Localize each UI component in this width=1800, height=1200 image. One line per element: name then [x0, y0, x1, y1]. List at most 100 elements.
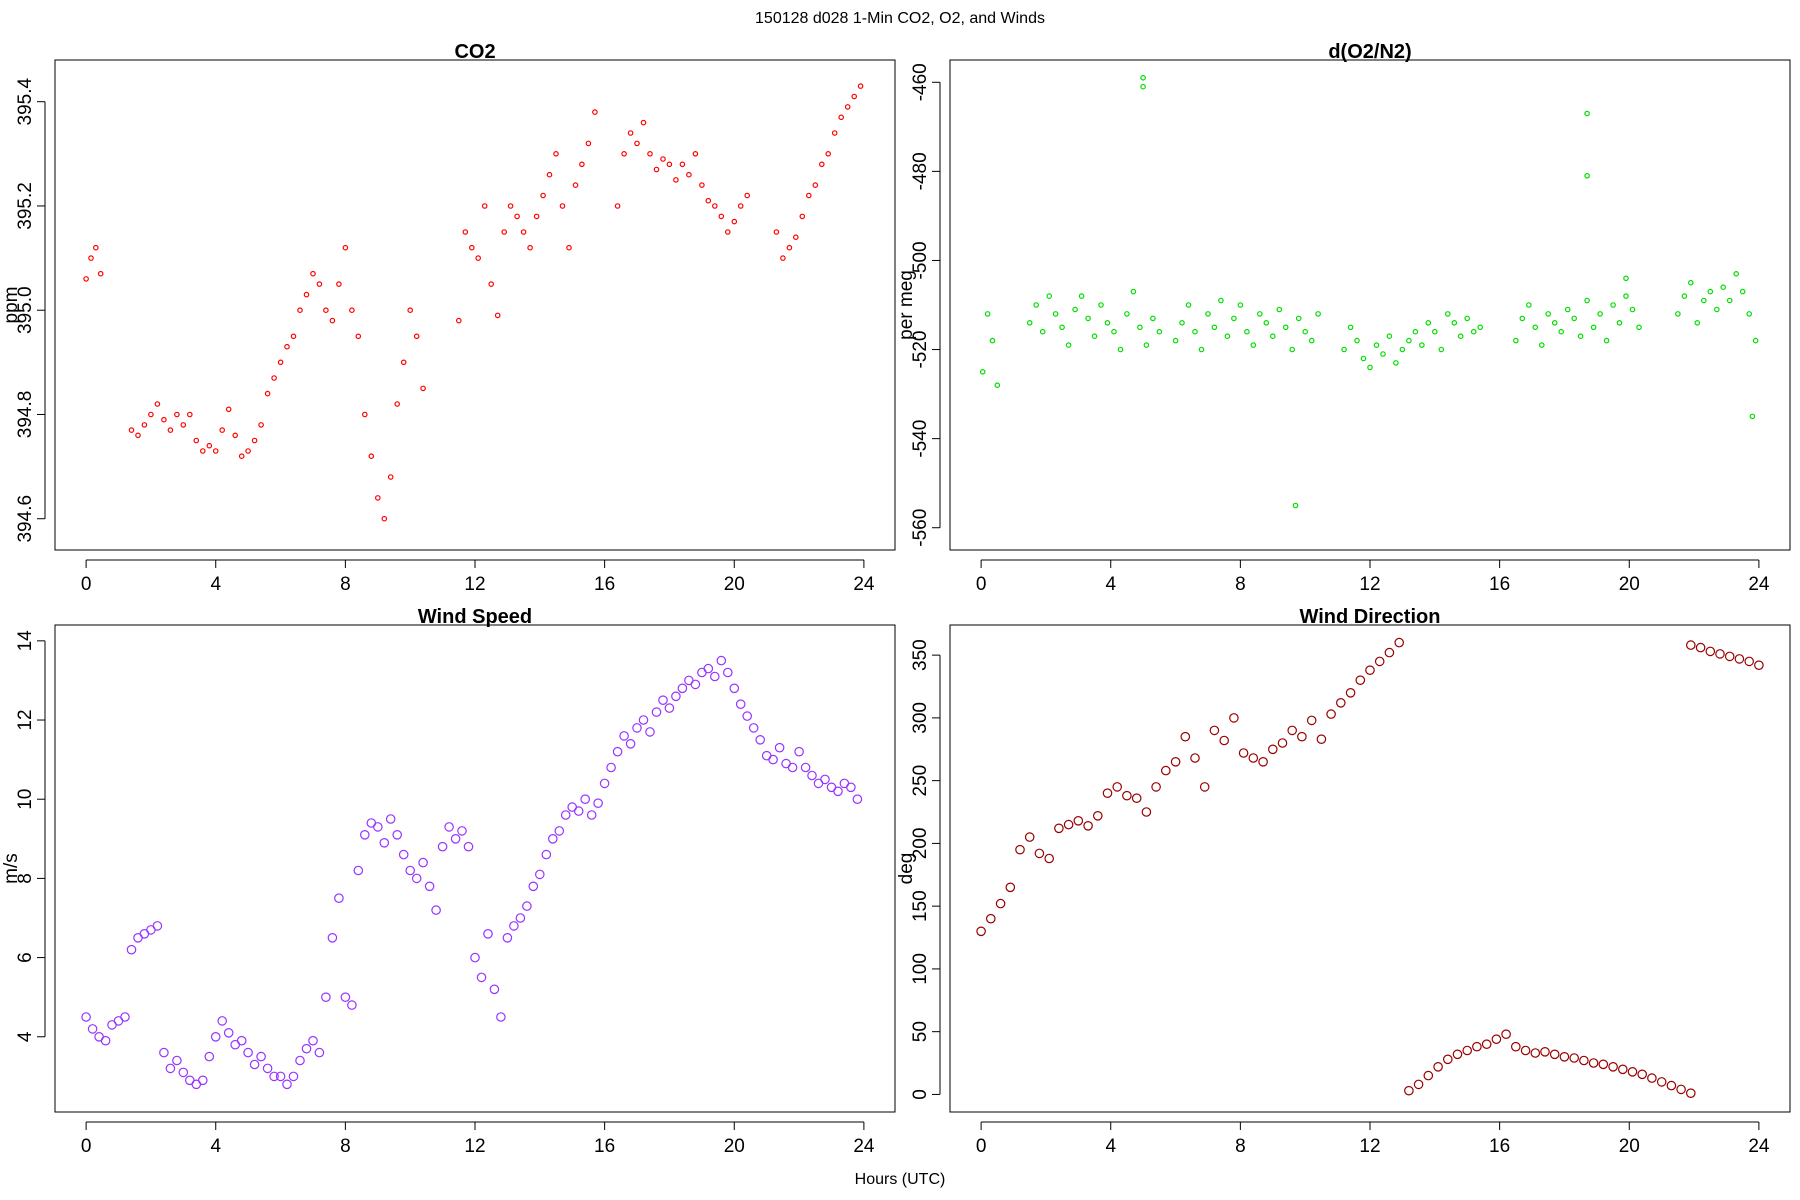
wind-direction-point: [1452, 1049, 1463, 1060]
o2n2-point: [1211, 324, 1218, 331]
wind-speed-point: [379, 837, 390, 848]
o2n2-point: [1746, 311, 1753, 317]
wind-direction-plot-frame: [949, 624, 1791, 1113]
co2-point: [468, 244, 475, 251]
wind-speed-point: [489, 984, 500, 995]
o2n2-point: [1701, 297, 1707, 304]
o2n2-point: [1739, 288, 1746, 295]
wind-speed-point: [807, 770, 817, 781]
co2-point: [634, 140, 640, 147]
wind-speed-point: [249, 1059, 260, 1070]
wind-direction-point: [1238, 748, 1249, 758]
wind-speed-point: [774, 742, 785, 753]
wind-speed-point: [152, 921, 163, 931]
o2n2-point: [1539, 342, 1545, 348]
wind-direction-point: [976, 926, 986, 937]
wind-speed-point: [632, 723, 642, 733]
wind-speed-point: [262, 1063, 273, 1074]
shared-x-axis-label: Hours (UTC): [855, 1171, 946, 1188]
wind-direction-point: [1472, 1041, 1482, 1052]
wind-direction-point: [985, 913, 996, 924]
co2-point: [744, 192, 751, 199]
co2-point: [310, 270, 316, 277]
wind-speed-point: [444, 822, 454, 832]
o2n2-point: [1111, 328, 1117, 335]
wind-speed-point: [800, 762, 811, 773]
co2-point: [355, 333, 362, 340]
o2n2-point: [1179, 319, 1185, 326]
wind-speed-point: [372, 822, 383, 832]
o2n2-point: [1137, 324, 1143, 331]
co2-point: [533, 213, 540, 220]
co2-point: [187, 411, 193, 418]
co2-point: [572, 182, 579, 188]
co2-x-tick-label: 12: [464, 574, 485, 595]
co2-point: [290, 333, 297, 340]
o2n2-point: [1289, 346, 1296, 353]
wind-speed-point: [703, 663, 714, 674]
co2-point: [825, 151, 832, 157]
wind-direction-point: [1287, 725, 1297, 736]
co2-point: [627, 130, 634, 136]
wind-direction-point: [1413, 1079, 1424, 1090]
wind-speed-point: [314, 1047, 325, 1058]
co2-point: [225, 406, 232, 413]
wind-direction-point: [1686, 1088, 1696, 1098]
co2-point: [799, 213, 806, 220]
co2-point: [857, 83, 864, 89]
co2-title: CO2: [454, 41, 495, 63]
co2-point: [792, 234, 799, 241]
wind-direction-point: [1209, 725, 1220, 736]
wind-speed-point: [334, 893, 344, 903]
wind-direction-y-tick-label: 150: [910, 890, 931, 922]
co2-point: [407, 307, 414, 314]
o2n2-point: [1457, 333, 1464, 340]
wind-speed-point: [729, 683, 740, 694]
wind-direction-x-tick-label: 8: [1235, 1136, 1246, 1157]
co2-point: [336, 281, 342, 287]
wind-direction-point: [1666, 1080, 1677, 1091]
wind-direction-point: [1219, 735, 1229, 746]
o2n2-point: [1425, 319, 1432, 326]
wind-speed-y-tick-label: 10: [15, 789, 36, 810]
wind-speed-point: [606, 762, 616, 773]
wind-direction-point: [1676, 1084, 1686, 1095]
co2-point: [546, 171, 553, 178]
o2n2-point: [1577, 333, 1584, 340]
co2-point: [621, 151, 627, 157]
wind-speed-point: [794, 746, 804, 757]
co2-point: [592, 109, 598, 115]
o2n2-point: [1393, 360, 1399, 366]
wind-speed-point: [418, 857, 428, 868]
o2n2-point: [1733, 270, 1740, 277]
wind-direction-point: [1190, 753, 1200, 763]
wind-speed-point: [178, 1067, 189, 1078]
wind-speed-point: [722, 667, 733, 678]
o2n2-point: [1124, 311, 1130, 317]
co2-point: [264, 390, 271, 397]
wind-direction-x-tick-label: 20: [1619, 1136, 1640, 1157]
o2n2-point: [1270, 333, 1276, 340]
co2-y-tick-label: 395.4: [15, 77, 36, 125]
wind-speed-point: [541, 849, 552, 860]
co2-y-tick-label: 395.2: [15, 182, 36, 230]
co2-point: [174, 411, 180, 418]
co2-point: [724, 229, 731, 235]
o2n2-point: [1629, 306, 1636, 313]
wind-speed-point: [321, 992, 331, 1002]
wind-direction-point: [1384, 647, 1395, 658]
o2n2-point: [1250, 342, 1257, 348]
wind-direction-point: [1034, 848, 1045, 859]
wind-speed-point: [120, 1012, 130, 1022]
wind-direction-point: [1686, 640, 1696, 650]
co2-point: [323, 307, 329, 314]
wind-direction-point: [1511, 1041, 1521, 1052]
wind-speed-point: [282, 1079, 292, 1090]
co2-point: [180, 422, 187, 428]
wind-speed-y-tick-label: 12: [15, 709, 36, 730]
o2n2-point: [1571, 315, 1578, 322]
wind-speed-point: [638, 715, 649, 725]
wind-direction-x-tick-label: 24: [1748, 1136, 1770, 1157]
o2n2-point: [1688, 279, 1694, 286]
wind-direction-point: [1355, 675, 1366, 685]
